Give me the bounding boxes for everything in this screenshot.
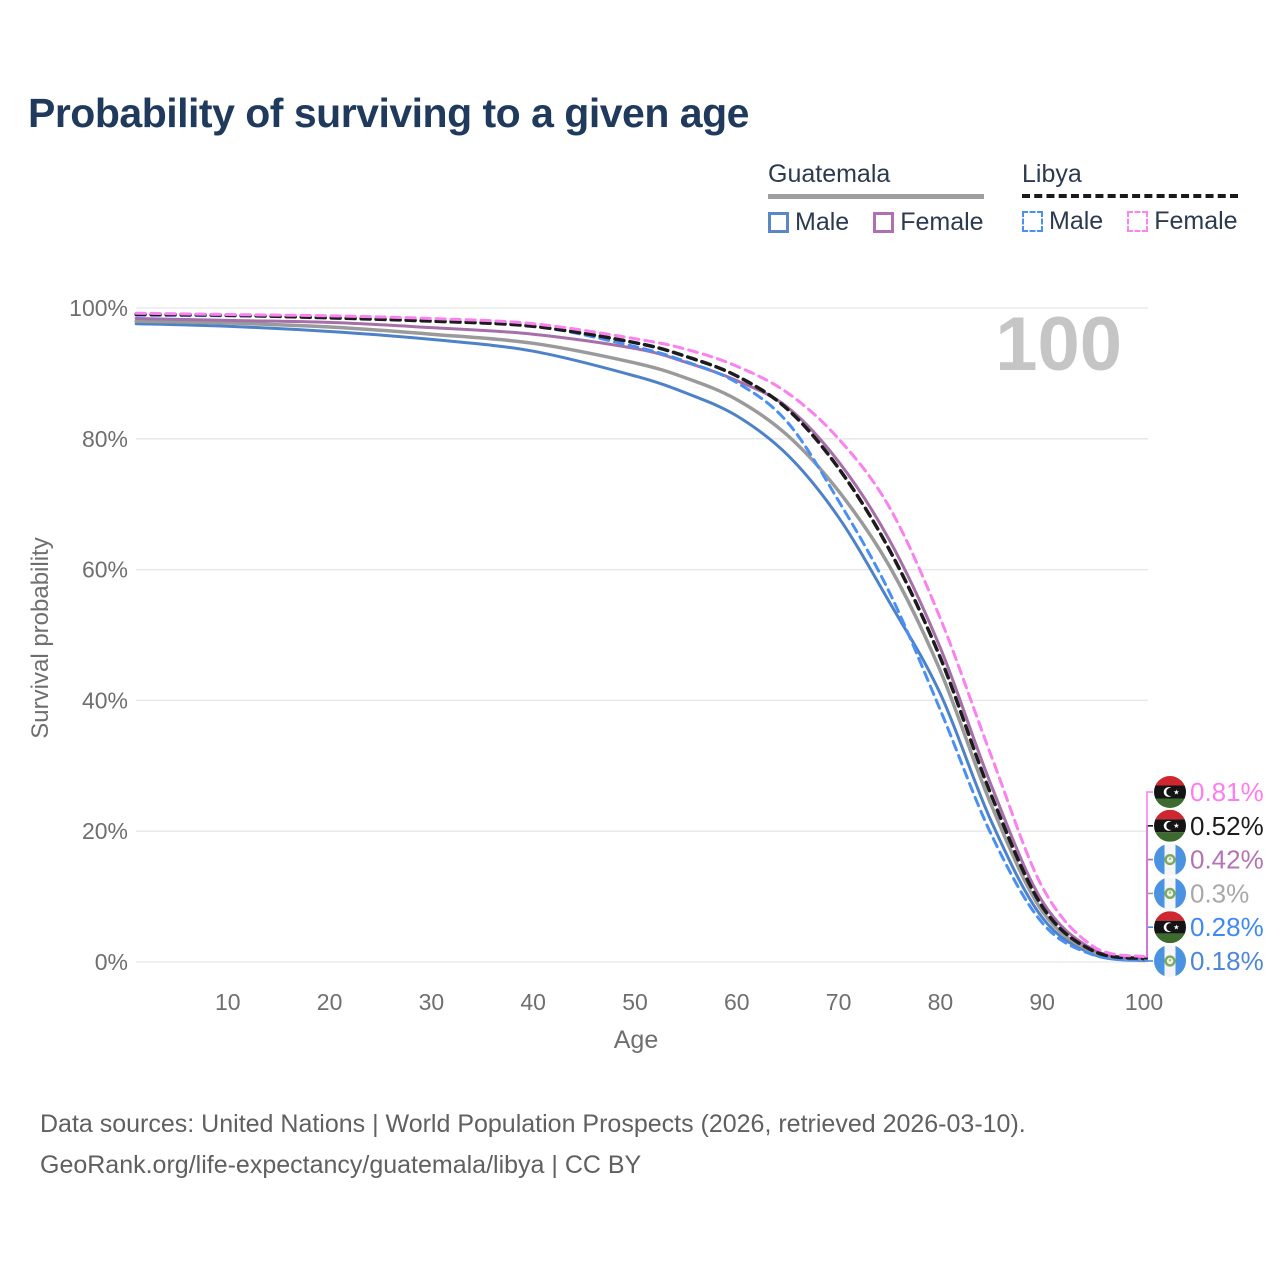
flag-icon-libya <box>1154 776 1186 808</box>
end-value-libya-male: 0.28% <box>1190 912 1264 942</box>
survival-curves <box>134 311 1146 963</box>
x-tick-40: 40 <box>520 989 546 1015</box>
y-tick-20%: 20% <box>82 818 128 844</box>
curve-libya-male[interactable] <box>134 313 1146 962</box>
end-label-connector-libya-female <box>1144 791 1153 958</box>
legend-item-libya-female[interactable]: Female <box>1127 207 1238 236</box>
footer: Data sources: United Nations | World Pop… <box>40 1104 1026 1186</box>
x-tick-100: 100 <box>1125 989 1163 1015</box>
x-tick-30: 30 <box>419 989 445 1015</box>
curve-libya-female[interactable] <box>134 311 1146 959</box>
legend-label-libya-male: Male <box>1049 207 1104 235</box>
gridlines <box>136 307 1148 963</box>
flag-icon-libya <box>1154 810 1186 842</box>
x-tick-20: 20 <box>317 989 343 1015</box>
footer-data-sources: Data sources: United Nations | World Pop… <box>40 1110 1026 1138</box>
legend-swatch-libya-female <box>1127 211 1149 232</box>
legend-item-libya-male[interactable]: Male <box>1022 207 1103 236</box>
x-tick-80: 80 <box>928 989 954 1015</box>
x-tick-10: 10 <box>215 989 241 1015</box>
y-tick-40%: 40% <box>82 687 128 713</box>
x-tick-90: 90 <box>1029 989 1055 1015</box>
legend-label-guatemala-male: Male <box>795 208 850 236</box>
y-tick-60%: 60% <box>82 557 128 583</box>
survival-chart: ★ 0%20%40%60%80%100% 1020304050607080901… <box>27 295 1264 1054</box>
y-tick-0%: 0% <box>95 949 128 975</box>
y-axis-label: Survival probability <box>27 537 54 738</box>
curve-guatemala-male[interactable] <box>134 322 1146 963</box>
legend-swatch-libya-male <box>1022 211 1043 232</box>
legend-item-guatemala-female[interactable]: Female <box>873 208 984 237</box>
page-title: Probability of surviving to a given age <box>28 90 749 136</box>
end-value-libya-female: 0.81% <box>1190 777 1264 807</box>
x-tick-50: 50 <box>622 989 648 1015</box>
legend-underline-guatemala-solid <box>768 194 984 199</box>
end-value-guatemala: 0.3% <box>1190 878 1249 908</box>
age-counter-watermark: 100 <box>995 302 1122 387</box>
x-tick-70: 70 <box>826 989 852 1015</box>
end-label-connector-guatemala-female <box>1144 858 1153 961</box>
curve-libya[interactable] <box>134 312 1146 961</box>
end-value-guatemala-female: 0.42% <box>1190 845 1264 875</box>
legend-item-guatemala-male[interactable]: Male <box>768 208 849 237</box>
end-label-connector-libya-male <box>1144 926 1153 962</box>
legend-group-guatemala: Guatemala Male Female <box>768 160 984 237</box>
legend-country-guatemala[interactable]: Guatemala <box>768 160 891 188</box>
y-axis-tick-labels: 0% 20% 40% 60% 80% 100% <box>69 295 128 975</box>
x-axis-tick-labels: 10 20 30 40 50 60 70 80 90 100 <box>215 989 1163 1015</box>
end-label-connector-libya <box>1144 824 1153 960</box>
legend-underline-libya-dashed <box>1022 194 1238 198</box>
legend-swatch-guatemala-male <box>768 212 789 233</box>
y-tick-100%: 100% <box>69 295 128 321</box>
footer-attribution[interactable]: GeoRank.org/life-expectancy/guatemala/li… <box>40 1151 642 1179</box>
legend-country-libya[interactable]: Libya <box>1022 160 1082 188</box>
legend-group-libya: Libya Male Female <box>1022 160 1238 236</box>
curve-guatemala[interactable] <box>134 319 1146 962</box>
series-end-labels: 0.18% 0.3%0.42% 0.28% 0.52% 0.81% <box>1144 776 1264 977</box>
legend-swatch-guatemala-female <box>873 212 895 233</box>
curve-guatemala-female[interactable] <box>134 317 1146 961</box>
x-axis-label: Age <box>614 1026 658 1054</box>
flag-icon-guatemala <box>1154 877 1186 909</box>
x-tick-60: 60 <box>724 989 750 1015</box>
legend-label-guatemala-female: Female <box>900 208 984 236</box>
legend-label-libya-female: Female <box>1154 207 1238 235</box>
flag-icon-guatemala <box>1154 945 1186 977</box>
y-tick-80%: 80% <box>82 426 128 452</box>
end-value-libya: 0.52% <box>1190 811 1264 841</box>
end-value-guatemala-male: 0.18% <box>1190 946 1264 976</box>
flag-icon-libya <box>1154 911 1186 943</box>
flag-icon-guatemala <box>1154 844 1186 876</box>
